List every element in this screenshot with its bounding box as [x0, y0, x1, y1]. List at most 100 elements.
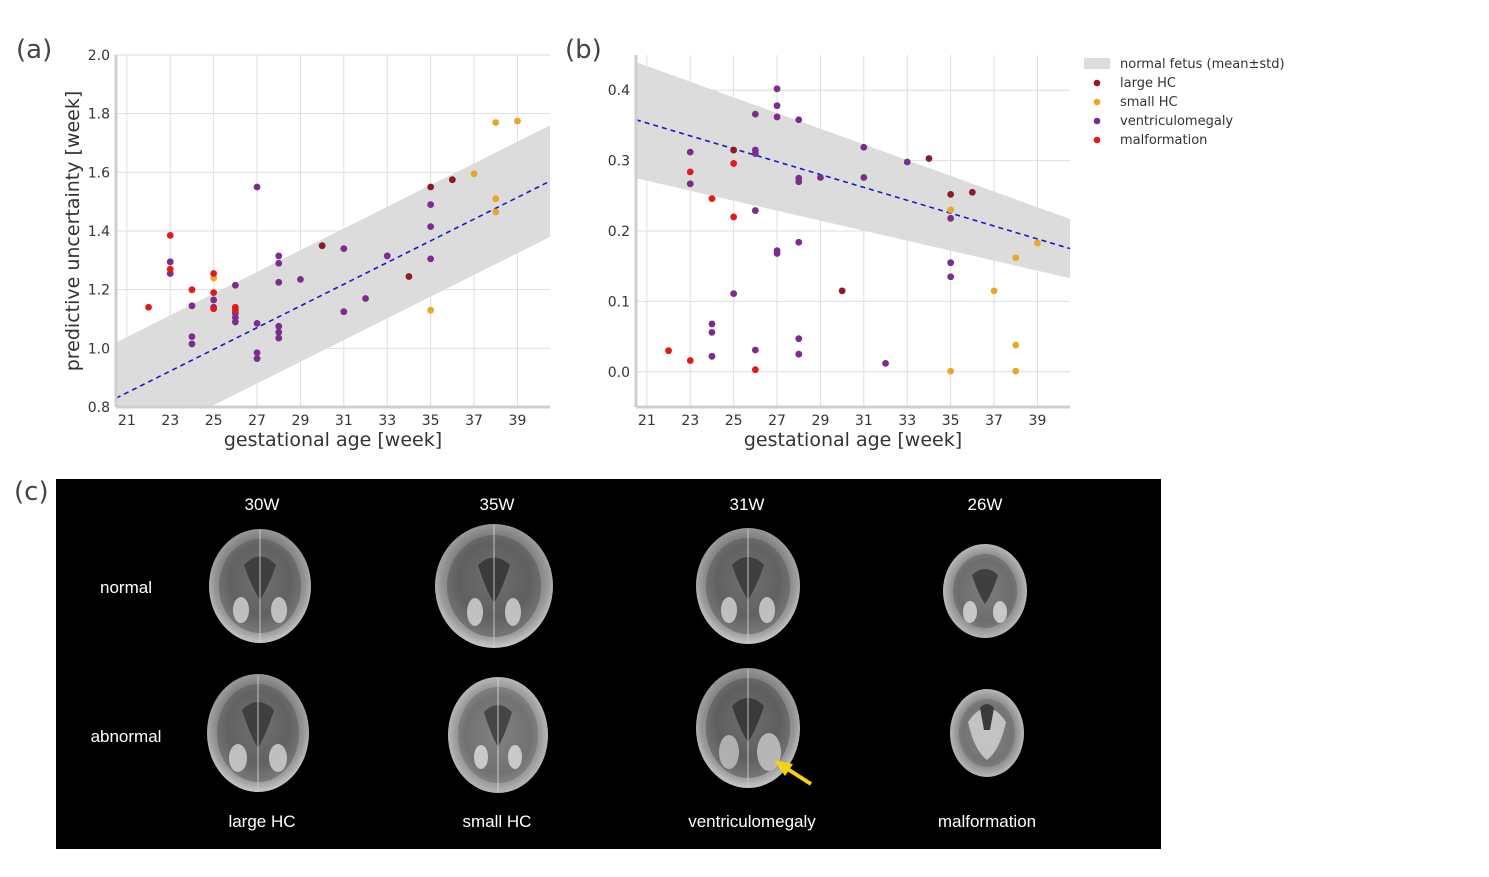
chart-a-xtick-4: 29	[292, 413, 310, 429]
chart-b-xtick-3: 27	[768, 413, 786, 429]
chart-a-point-malformation-3	[188, 286, 196, 294]
chart-b-point-large-hc-4	[838, 287, 846, 295]
mri-caption-small-hc: small HC	[463, 812, 532, 831]
chart-a-point-malformation-4	[210, 270, 218, 277]
mri-brain-malformation	[950, 689, 1024, 777]
chart-a-xtick-0: 21	[118, 413, 136, 429]
legend-marker-ventriculomegaly	[1093, 117, 1101, 125]
chart-b-point-small-hc-3	[1012, 341, 1020, 349]
chart-b-xtick-6: 33	[898, 413, 916, 429]
panel-label-a: (a)	[16, 35, 52, 65]
chart-a-point-ventriculomegaly-18	[275, 322, 283, 330]
chart-a-point-large-hc-1	[427, 183, 435, 191]
legend: normal fetus (mean±std) large HC small H…	[1084, 57, 1285, 148]
chart-b-xtick-4: 29	[812, 413, 830, 429]
mri-age-col2: 35W	[480, 495, 515, 514]
chart-b-point-ventriculomegaly-9	[751, 207, 759, 214]
chart-b-xtick-7: 35	[942, 413, 960, 429]
chart-b-point-ventriculomegaly-18	[795, 178, 803, 186]
chart-a-point-ventriculomegaly-27	[427, 223, 435, 231]
chart-b-point-ventriculomegaly-22	[817, 174, 824, 181]
chart-a-point-ventriculomegaly-7	[231, 281, 239, 289]
chart-b-point-malformation-3	[708, 195, 716, 203]
mri-age-col1: 30W	[245, 495, 280, 514]
chart-a-point-ventriculomegaly-20	[275, 334, 283, 342]
chart-b-point-ventriculomegaly-21	[795, 350, 803, 358]
chart-b-point-ventriculomegaly-15	[773, 250, 781, 257]
chart-b-point-small-hc-2	[1012, 254, 1020, 262]
chart-a-point-ventriculomegaly-22	[340, 245, 348, 253]
chart-b-point-ventriculomegaly-11	[773, 85, 781, 93]
chart-b-point-small-hc-4	[1012, 367, 1020, 375]
legend-label-small-hc: small HC	[1120, 95, 1178, 110]
chart-b-point-large-hc-3	[968, 188, 976, 196]
chart-a-xtick-9: 39	[509, 413, 527, 429]
chart-b-point-ventriculomegaly-6	[751, 110, 759, 118]
chart-a-point-large-hc-2	[448, 176, 456, 184]
panel-label-c: (c)	[14, 477, 49, 507]
legend-marker-small-hc	[1093, 98, 1101, 106]
mri-row-normal: normal	[100, 578, 152, 597]
chart-a-xtick-3: 27	[248, 413, 266, 429]
mri-brain-normal-35w	[435, 524, 553, 648]
chart-b-ytick-2: 0.2	[608, 224, 630, 240]
mri-brain-large-hc	[207, 674, 309, 792]
chart-b-point-ventriculomegaly-25	[882, 359, 889, 367]
chart-b-point-ventriculomegaly-3	[708, 328, 716, 336]
chart-b: 21 23 25 27 29 31 33 35 37 39 0.0 0.1 0.2 0.3 0.4 ges…	[608, 55, 1071, 451]
chart-a-point-malformation-0	[145, 303, 152, 311]
chart-b-point-ventriculomegaly-13	[773, 113, 781, 121]
chart-b-ytick-0: 0.0	[608, 365, 630, 381]
chart-a-point-malformation-6	[210, 305, 218, 313]
chart-a-y-ticks: 0.8 1.0 1.2 1.4 1.6 1.8 2.0	[88, 48, 110, 416]
chart-b-point-large-hc-0	[730, 146, 738, 154]
chart-b-point-ventriculomegaly-8	[751, 150, 759, 157]
mri-caption-ventriculomegaly: ventriculomegaly	[688, 812, 816, 831]
legend-label-ventriculomegaly: ventriculomegaly	[1120, 114, 1233, 129]
chart-b-point-ventriculomegaly-24	[860, 174, 868, 181]
chart-b-y-ticks: 0.0 0.1 0.2 0.3 0.4	[608, 83, 630, 381]
chart-a-ytick-1: 1.0	[88, 341, 110, 357]
chart-a-point-ventriculomegaly-0	[166, 258, 174, 266]
chart-b-point-small-hc-1	[990, 287, 998, 295]
chart-a-x-ticks: 21 23 25 27 29 31 33 35 37 39	[118, 413, 526, 429]
mri-brain-normal-26w	[943, 544, 1027, 638]
chart-b-point-ventriculomegaly-20	[795, 335, 803, 343]
mri-panel: 30W 35W 31W 26W normal abnormal	[56, 479, 1161, 849]
legend-label-large-hc: large HC	[1120, 76, 1176, 91]
mri-arrow-icon	[774, 760, 813, 786]
chart-b-point-malformation-5	[730, 213, 738, 221]
chart-b-point-ventriculomegaly-16	[795, 116, 803, 124]
chart-a-xtick-5: 31	[335, 413, 353, 429]
chart-b-point-small-hc-0	[947, 206, 955, 214]
chart-b-point-ventriculomegaly-27	[947, 214, 955, 222]
chart-a-ytick-5: 1.8	[88, 107, 110, 123]
mri-brain-small-hc	[448, 677, 548, 793]
chart-a-ytick-3: 1.4	[88, 224, 110, 240]
chart-a: 21 23 25 27 29 31 33 35 37 39 0.8 1.0 1.2 1.4 1.6 1.8 2…	[62, 48, 551, 451]
chart-a-xtick-1: 23	[161, 413, 179, 429]
chart-b-point-large-hc-1	[925, 155, 933, 162]
chart-a-ylabel: predictive uncertainty [week]	[62, 91, 84, 372]
chart-b-point-malformation-4	[730, 160, 738, 167]
chart-a-point-ventriculomegaly-3	[188, 333, 196, 340]
mri-row-abnormal: abnormal	[91, 727, 162, 746]
legend-label-normal: normal fetus (mean±std)	[1120, 57, 1285, 72]
chart-a-point-ventriculomegaly-15	[275, 252, 283, 260]
chart-a-point-small-hc-4	[492, 208, 500, 216]
mri-age-col4: 26W	[968, 495, 1003, 514]
chart-a-ytick-0: 0.8	[88, 400, 110, 416]
chart-b-x-ticks: 21 23 25 27 29 31 33 35 37 39	[638, 413, 1046, 429]
chart-a-point-malformation-8	[231, 306, 239, 314]
chart-a-xtick-7: 35	[422, 413, 440, 429]
chart-a-point-ventriculomegaly-16	[275, 259, 283, 267]
chart-a-point-ventriculomegaly-28	[427, 255, 435, 263]
chart-b-point-ventriculomegaly-28	[947, 259, 955, 267]
chart-b-point-malformation-6	[751, 366, 759, 374]
chart-b-point-malformation-1	[686, 168, 694, 176]
chart-b-normal-band	[636, 62, 1070, 279]
chart-a-normal-band	[116, 125, 550, 408]
chart-a-point-ventriculomegaly-19	[275, 328, 283, 336]
chart-a-point-ventriculomegaly-17	[275, 278, 283, 286]
